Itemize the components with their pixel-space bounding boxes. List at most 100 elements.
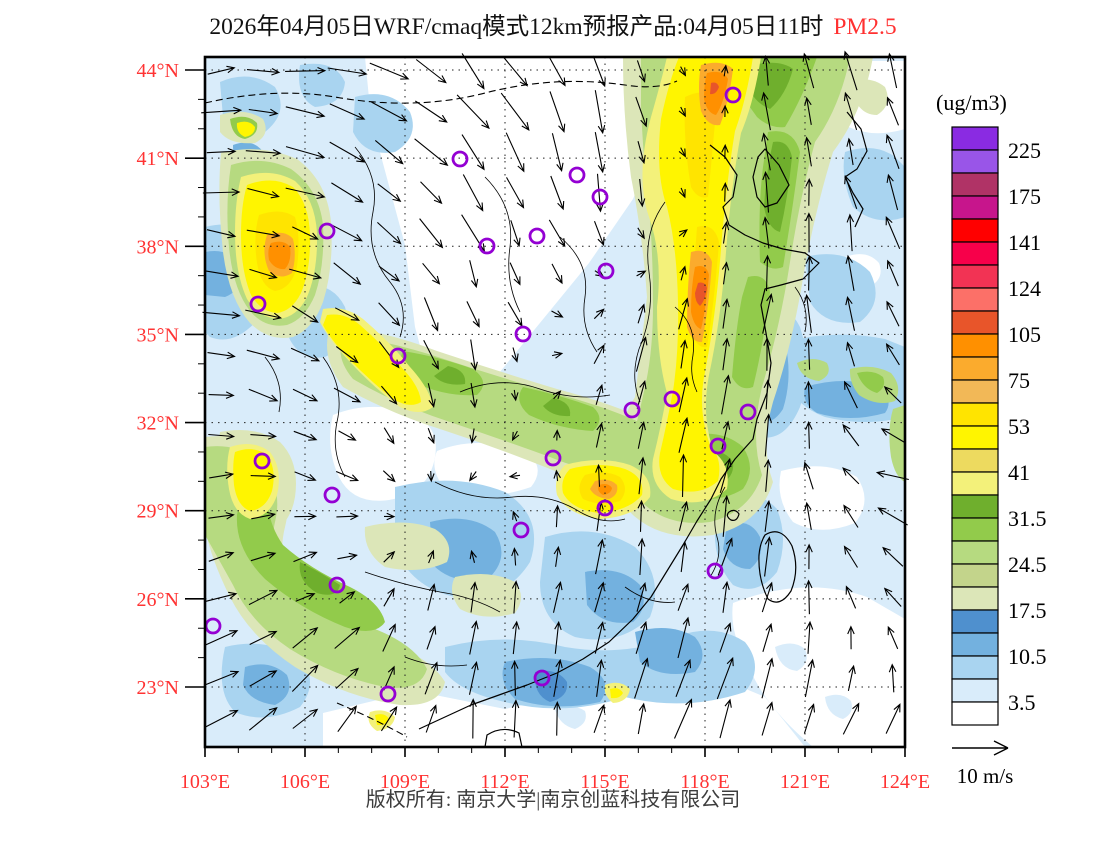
pm25-contour-fill xyxy=(236,476,385,631)
wind-arrow xyxy=(466,301,480,328)
wind-scale-arrow-icon xyxy=(952,740,1009,756)
legend-tick-label: 225 xyxy=(1008,138,1041,163)
wind-arrow xyxy=(594,581,605,613)
wind-arrow xyxy=(880,428,905,443)
wind-arrow xyxy=(680,339,688,369)
wind-arrow xyxy=(678,297,690,330)
wind-arrow xyxy=(208,432,236,440)
wind-arrow xyxy=(804,380,813,409)
wind-arrow xyxy=(380,705,398,732)
wind-arrow xyxy=(383,427,395,445)
wind-arrow xyxy=(886,300,900,327)
wind-arrow xyxy=(842,702,860,735)
wind-arrow xyxy=(548,56,566,87)
coastline-layer xyxy=(418,111,868,747)
wind-arrow xyxy=(721,420,731,450)
city-marker xyxy=(528,227,546,245)
wind-arrow xyxy=(414,138,449,167)
wind-arrow xyxy=(721,182,729,202)
wind-arrow xyxy=(887,52,898,89)
city-marker xyxy=(544,449,562,467)
wind-arrow xyxy=(335,346,359,364)
city-marker xyxy=(596,499,614,517)
wind-arrow xyxy=(593,308,605,320)
latlon-gridlines xyxy=(205,57,905,747)
wind-arrow xyxy=(764,499,772,532)
wind-arrow xyxy=(887,625,899,650)
wind-arrow xyxy=(461,53,485,90)
wind-arrow xyxy=(595,538,605,575)
pm25-contour-fill xyxy=(585,570,644,623)
wind-arrow xyxy=(678,229,688,238)
wind-arrow xyxy=(245,149,282,157)
wind-arrow xyxy=(206,147,237,156)
wind-arrow xyxy=(553,658,563,697)
wind-arrow xyxy=(339,590,356,604)
legend-colorbar: 225 175 141 124 105 75 53 41 31.5 24.5 17.5 10.5 3.5 xyxy=(951,126,1047,726)
wind-arrow xyxy=(721,143,729,159)
wind-arrow xyxy=(636,60,646,83)
city-marker xyxy=(623,401,641,419)
legend-tick-label: 17.5 xyxy=(1008,598,1047,623)
wind-arrow xyxy=(595,463,603,487)
city-marker xyxy=(706,562,724,580)
pm25-contour-fill xyxy=(857,371,885,393)
legend-color-box xyxy=(951,517,999,542)
wind-arrow xyxy=(427,549,435,564)
wind-arrow xyxy=(250,432,277,440)
wind-arrow xyxy=(415,59,447,84)
wind-arrow xyxy=(634,657,649,699)
wind-arrow xyxy=(427,583,437,611)
wind-arrow xyxy=(721,64,729,77)
city-marker xyxy=(478,237,496,255)
wind-arrow xyxy=(719,622,732,653)
wind-arrow xyxy=(380,385,398,405)
pm25-contour-fill xyxy=(299,63,345,107)
city-marker xyxy=(597,262,615,280)
x-axis-label: 106°E xyxy=(280,771,330,793)
wind-arrow xyxy=(678,376,689,413)
wind-arrow xyxy=(377,221,402,245)
wind-arrow xyxy=(383,512,396,521)
wind-arrow xyxy=(208,551,235,562)
wind-arrow xyxy=(885,703,901,734)
pm25-contour-fill xyxy=(723,522,762,569)
x-axis-label: 121°E xyxy=(780,771,830,793)
province-border xyxy=(354,146,404,338)
wind-arrow xyxy=(552,390,562,400)
wind-arrow xyxy=(553,469,561,482)
city-marker xyxy=(512,521,530,539)
wind-arrow xyxy=(594,90,606,135)
legend-color-box xyxy=(951,701,999,726)
wind-arrow xyxy=(678,500,689,532)
city-marker xyxy=(389,347,407,365)
province-border xyxy=(459,382,611,398)
pm25-contour-fill xyxy=(364,522,450,571)
x-axis-labels: 103°E 106°E 109°E 112°E 115°E 118°E 121°E 124°E xyxy=(180,771,930,793)
city-marker xyxy=(328,576,346,594)
wind-arrow xyxy=(250,472,277,480)
wind-arrow xyxy=(470,581,478,613)
wind-arrow xyxy=(469,620,479,655)
country-border-dashed xyxy=(205,80,678,104)
wind-arrow xyxy=(500,92,530,131)
wind-arrow xyxy=(721,221,730,244)
country-border-dashed xyxy=(336,702,408,738)
legend-unit-label: (ug/m3) xyxy=(936,90,1007,115)
wind-arrow xyxy=(511,547,519,566)
city-marker xyxy=(323,486,341,504)
y-axis-label: 44°N xyxy=(137,60,179,82)
wind-arrow xyxy=(470,339,478,371)
legend-color-box xyxy=(951,195,999,220)
wind-arrow xyxy=(511,580,520,614)
wind-arrow xyxy=(427,383,436,409)
wind-arrow xyxy=(844,174,858,209)
pm25-contour-fill xyxy=(233,449,274,511)
pm25-contour-fill xyxy=(704,71,728,115)
city-marker xyxy=(739,403,757,421)
wind-arrow xyxy=(722,494,730,537)
legend-tick-label: 41 xyxy=(1008,460,1030,485)
wind-arrow xyxy=(469,428,477,444)
wind-arrow xyxy=(637,537,646,576)
wind-scale-label: 10 m/s xyxy=(957,764,1014,788)
